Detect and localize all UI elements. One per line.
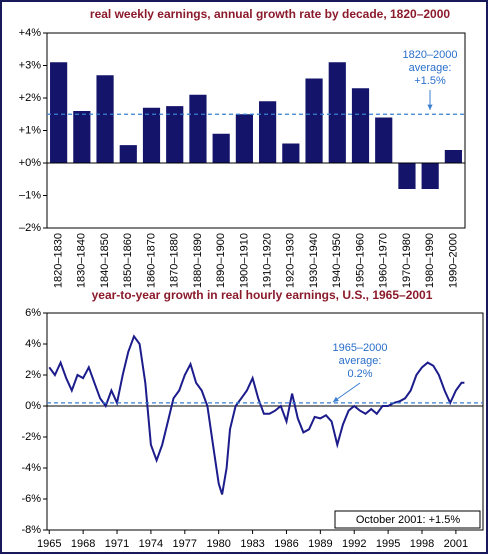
x-tick-label: 1970–1980 bbox=[401, 233, 413, 288]
bar bbox=[282, 143, 300, 163]
x-tick-label: 1992 bbox=[342, 538, 366, 550]
x-tick-label: 1880–1890 bbox=[192, 233, 204, 288]
y-tick-label: 0% bbox=[25, 400, 41, 412]
bar bbox=[212, 133, 230, 163]
x-tick-label: 1995 bbox=[376, 538, 400, 550]
bar bbox=[259, 101, 277, 163]
bar bbox=[421, 163, 439, 189]
x-tick-label: 1830–1840 bbox=[76, 233, 88, 288]
x-tick-label: 1971 bbox=[105, 538, 129, 550]
bar bbox=[351, 88, 370, 163]
x-tick-label: 1989 bbox=[308, 538, 332, 550]
annotation: 0.2% bbox=[347, 368, 372, 380]
x-tick-label: 1910–1920 bbox=[262, 233, 274, 288]
arrow-head bbox=[427, 104, 433, 110]
bar bbox=[235, 114, 253, 163]
x-tick-label: 1968 bbox=[71, 538, 95, 550]
note-box bbox=[334, 510, 481, 529]
annotation: average: bbox=[339, 355, 382, 367]
bar bbox=[398, 163, 416, 189]
annotation-arrow bbox=[332, 382, 361, 403]
y-tick-label: +3% bbox=[19, 59, 42, 71]
x-tick-label: 1960–1970 bbox=[378, 233, 390, 288]
y-tick-label: 2% bbox=[25, 369, 41, 381]
plot-area bbox=[46, 312, 484, 531]
chart-title: real weekly earnings, annual growth rate… bbox=[90, 7, 450, 21]
x-tick-label: 1930–1940 bbox=[308, 233, 320, 288]
x-tick-label: 1870–1880 bbox=[169, 233, 181, 288]
y-tick-label: -4% bbox=[21, 462, 41, 474]
bar bbox=[375, 117, 393, 163]
annotation: average: bbox=[409, 62, 452, 74]
x-tick-label: 1983 bbox=[240, 538, 264, 550]
bar bbox=[73, 111, 91, 163]
x-tick-label: 1977 bbox=[173, 538, 197, 550]
y-tick-label: –2% bbox=[19, 222, 41, 234]
x-tick-label: 1890–1900 bbox=[215, 233, 227, 288]
bar bbox=[50, 62, 68, 163]
chart-title: year-to-year growth in real hourly earni… bbox=[92, 288, 433, 302]
y-tick-label: -6% bbox=[21, 493, 41, 505]
bar bbox=[96, 75, 114, 163]
bar bbox=[166, 106, 184, 163]
bar bbox=[305, 78, 323, 163]
x-tick-label: 1850–1860 bbox=[122, 233, 134, 288]
x-tick-label: 1840–1850 bbox=[99, 233, 111, 288]
y-tick-label: +2% bbox=[19, 92, 42, 104]
x-tick-label: 1998 bbox=[410, 538, 434, 550]
y-tick-label: –1% bbox=[19, 189, 41, 201]
arrow-head bbox=[333, 396, 339, 402]
x-tick-label: 1900–1910 bbox=[238, 233, 250, 288]
bar bbox=[444, 150, 462, 163]
x-tick-label: 1820–1830 bbox=[53, 233, 65, 288]
y-tick-label: +4% bbox=[19, 27, 42, 39]
x-tick-label: 1986 bbox=[274, 538, 298, 550]
data-line bbox=[48, 334, 465, 495]
y-tick-label: 6% bbox=[25, 307, 41, 319]
x-tick-label: 1950–1960 bbox=[354, 233, 366, 288]
x-tick-label: 1974 bbox=[139, 538, 163, 550]
annotation: +1.5% bbox=[414, 75, 446, 87]
x-tick-label: 1940–1950 bbox=[331, 233, 343, 288]
bar bbox=[189, 94, 207, 163]
x-tick-label: 1860–1870 bbox=[145, 233, 157, 288]
bar bbox=[119, 145, 137, 163]
x-tick-label: 1980–1990 bbox=[424, 233, 436, 288]
y-tick-label: 4% bbox=[25, 338, 41, 350]
x-tick-label: 2001 bbox=[444, 538, 468, 550]
x-tick-label: 1965 bbox=[37, 538, 61, 550]
y-tick-label: -8% bbox=[21, 524, 41, 536]
annotation: 1820–2000 bbox=[402, 49, 457, 61]
y-tick-label: +0% bbox=[19, 157, 42, 169]
bar bbox=[328, 62, 346, 163]
y-tick-label: -2% bbox=[21, 431, 41, 443]
x-tick-label: 1980 bbox=[206, 538, 230, 550]
y-tick-label: +1% bbox=[19, 124, 42, 136]
x-tick-label: 1920–1930 bbox=[285, 233, 297, 288]
note: October 2001: +1.5% bbox=[356, 514, 460, 526]
bar bbox=[142, 107, 161, 163]
x-tick-label: 1990–2000 bbox=[447, 233, 459, 288]
annotation: 1965–2000 bbox=[332, 342, 387, 354]
